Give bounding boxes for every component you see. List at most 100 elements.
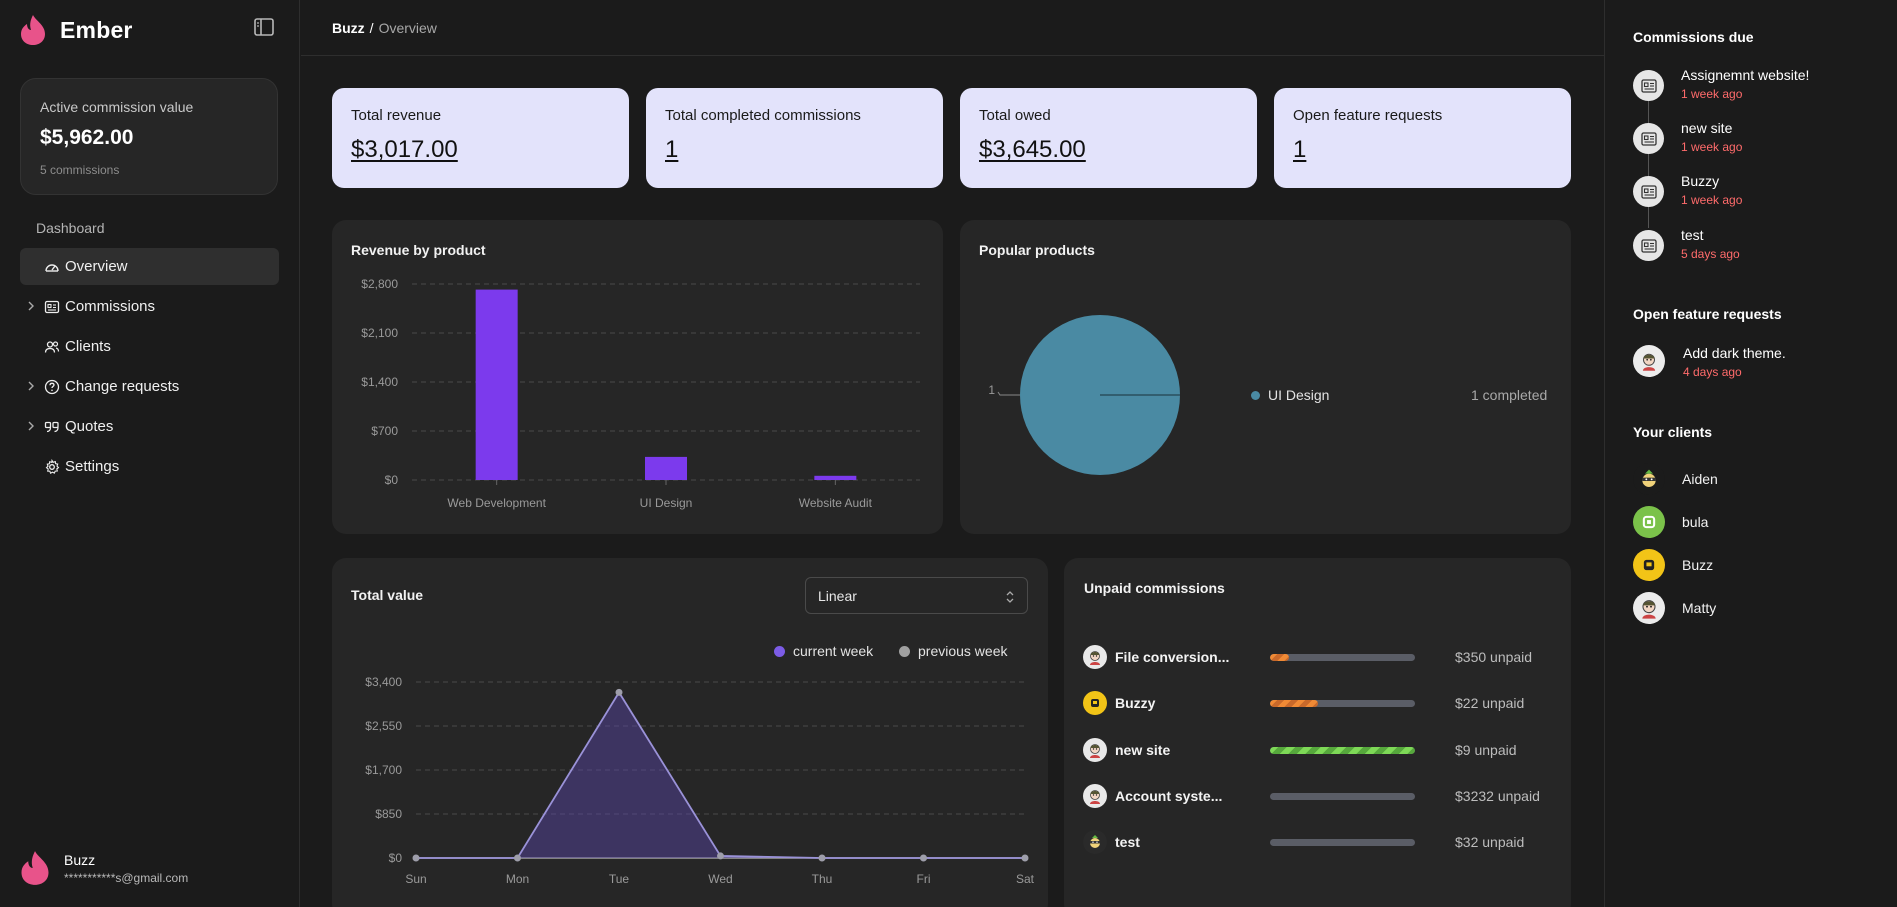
stat-label: Total revenue — [351, 107, 442, 124]
legend-dot — [1251, 390, 1260, 400]
series-area-current-week — [416, 692, 1025, 858]
y-tick-label: $1,700 — [365, 763, 402, 777]
cartoon-avatar-icon — [1633, 592, 1665, 624]
due-name: Assignemnt website! — [1681, 67, 1810, 83]
due-item[interactable]: Assignemnt website! 1 week ago — [1633, 67, 1893, 107]
cartoon-avatar-icon — [1633, 345, 1665, 377]
stat-label: Total owed — [979, 107, 1051, 124]
client-item[interactable]: Aiden — [1633, 462, 1718, 496]
feature-request-item[interactable]: Add dark theme. 4 days ago — [1633, 345, 1893, 385]
app-name: Ember — [60, 16, 133, 43]
panel-title: Popular products — [979, 242, 1095, 258]
unpaid-name: File conversion... — [1115, 649, 1230, 665]
feature-name: Add dark theme. — [1683, 345, 1786, 361]
scale-select[interactable]: Linear — [805, 577, 1028, 614]
x-tick-label: Mon — [506, 872, 529, 886]
main-content: Buzz / Overview Total revenue $3,017.00 … — [301, 0, 1604, 907]
due-item[interactable]: Buzzy 1 week ago — [1633, 173, 1893, 213]
sidebar-nav: Overview Commissions Clients Change requ… — [20, 248, 279, 488]
stat-label: Total completed commissions — [665, 107, 861, 124]
data-point — [920, 854, 927, 862]
unpaid-progress-fill — [1270, 747, 1415, 754]
chevron-right-icon[interactable] — [26, 420, 36, 432]
question-circle-icon — [44, 379, 60, 395]
sidebar-item-clients[interactable]: Clients — [20, 328, 279, 365]
brand[interactable]: Ember — [20, 12, 133, 48]
unpaid-amount: $9 unpaid — [1455, 742, 1517, 758]
stat-card-open-feature-requests: Open feature requests 1 — [1274, 88, 1571, 188]
sidebar-item-label: Change requests — [65, 378, 180, 395]
breadcrumb: Buzz / Overview — [301, 0, 1604, 56]
chevron-up-down-icon — [1006, 591, 1014, 603]
unpaid-name: test — [1115, 834, 1140, 850]
active-commission-card: Active commission value $5,962.00 5 comm… — [20, 78, 278, 195]
x-tick-label: Sat — [1016, 872, 1035, 886]
unpaid-row[interactable]: new site $9 unpaid — [1083, 736, 1553, 764]
right-panel: Commissions due Assignemnt website! 1 we… — [1604, 0, 1897, 907]
due-time: 1 week ago — [1681, 87, 1743, 101]
legend-dot — [899, 645, 910, 657]
sidebar-item-label: Commissions — [65, 298, 156, 315]
legend-label: current week — [793, 643, 874, 659]
unpaid-progress-bar — [1270, 700, 1415, 707]
unpaid-amount: $22 unpaid — [1455, 695, 1525, 711]
stat-value[interactable]: 1 — [1293, 136, 1307, 163]
data-point — [1021, 854, 1029, 862]
pie-legend-value: 1 completed — [1471, 387, 1548, 403]
sidebar-item-change-requests[interactable]: Change requests — [20, 368, 279, 405]
y-tick-label: $700 — [371, 424, 398, 438]
stat-value[interactable]: 1 — [665, 136, 679, 163]
chevron-right-icon[interactable] — [26, 300, 36, 312]
sidebar-item-overview[interactable]: Overview — [20, 248, 279, 285]
unpaid-row[interactable]: File conversion... $350 unpaid — [1083, 643, 1553, 671]
pie-slice-label: 1 — [988, 383, 995, 397]
yellow-robot-avatar-icon — [1633, 549, 1665, 581]
client-item[interactable]: Matty — [1633, 591, 1716, 625]
user-profile[interactable]: Buzz ***********s@gmail.com — [20, 850, 188, 886]
revenue-by-product-panel: Revenue by product $0 $700 $1,400 $2,100 $2,… — [332, 220, 943, 534]
sidebar-item-commissions[interactable]: Commissions — [20, 288, 279, 325]
client-item[interactable]: Buzz — [1633, 548, 1713, 582]
y-tick-label: $0 — [385, 473, 399, 487]
stat-card-completed-commissions: Total completed commissions 1 — [646, 88, 943, 188]
id-card-icon — [1633, 230, 1664, 261]
due-item[interactable]: test 5 days ago — [1633, 227, 1893, 267]
unpaid-name: new site — [1115, 742, 1171, 758]
stat-value[interactable]: $3,017.00 — [351, 136, 458, 163]
timeline-line — [1648, 98, 1649, 228]
sidebar-item-quotes[interactable]: Quotes — [20, 408, 279, 445]
due-item[interactable]: new site 1 week ago — [1633, 120, 1893, 160]
stat-label: Open feature requests — [1293, 107, 1443, 124]
unpaid-row[interactable]: Buzzy $22 unpaid — [1083, 689, 1553, 717]
bar — [475, 289, 518, 480]
breadcrumb-root[interactable]: Buzz — [332, 19, 365, 36]
unpaid-row[interactable]: Account syste... $3232 unpaid — [1083, 782, 1553, 810]
stat-value[interactable]: $3,645.00 — [979, 136, 1086, 163]
sidebar: Ember Active commission value $5,962.00 … — [0, 0, 300, 907]
flame-logo-icon — [21, 15, 45, 45]
data-point — [818, 854, 826, 862]
nav-section-label: Dashboard — [36, 220, 105, 236]
sidebar-item-label: Clients — [65, 338, 111, 355]
unpaid-progress-fill — [1270, 654, 1289, 661]
bar — [645, 456, 687, 480]
sidebar-item-label: Overview — [65, 258, 128, 275]
legend-current-week[interactable]: current week — [774, 643, 873, 659]
breadcrumb-separator: / — [369, 19, 374, 36]
active-commission-count: 5 commissions — [40, 163, 120, 177]
client-item[interactable]: bula — [1633, 505, 1708, 539]
pie-label-leader — [997, 391, 1020, 396]
unpaid-amount: $3232 unpaid — [1455, 788, 1540, 804]
unpaid-progress-bar — [1270, 839, 1415, 846]
y-tick-label: $1,400 — [361, 375, 398, 389]
ninja-avatar-icon — [1633, 463, 1665, 495]
sidebar-item-settings[interactable]: Settings — [20, 448, 279, 485]
user-email: ***********s@gmail.com — [64, 870, 189, 885]
chevron-right-icon[interactable] — [26, 380, 36, 392]
legend-previous-week[interactable]: previous week — [899, 643, 1008, 659]
client-name: Aiden — [1682, 471, 1718, 487]
sidebar-toggle-icon[interactable] — [253, 17, 275, 37]
unpaid-row[interactable]: test $32 unpaid — [1083, 828, 1553, 856]
panel-title: Unpaid commissions — [1084, 580, 1225, 596]
stat-card-total-owed: Total owed $3,645.00 — [960, 88, 1257, 188]
